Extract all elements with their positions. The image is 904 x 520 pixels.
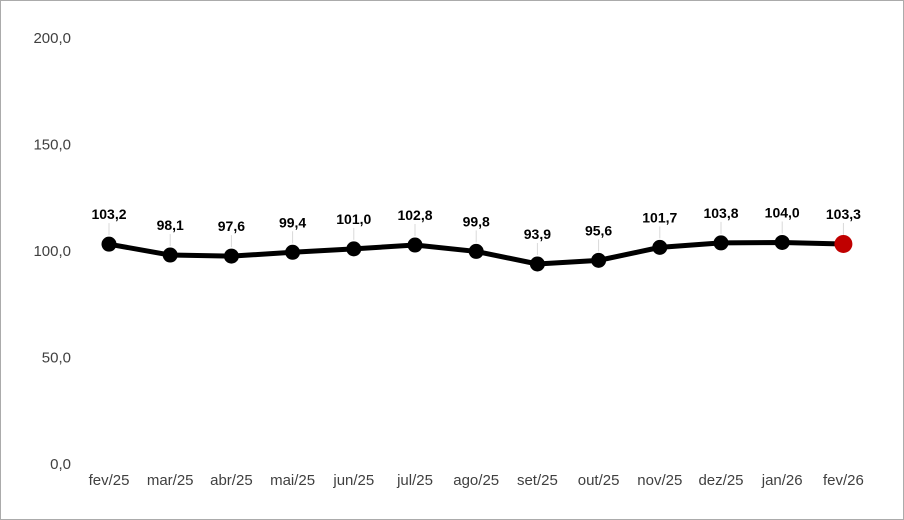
data-point bbox=[652, 239, 668, 255]
data-point bbox=[713, 235, 729, 251]
data-label: 99,8 bbox=[463, 213, 490, 229]
y-tick-label: 200,0 bbox=[33, 30, 71, 47]
data-label: 101,0 bbox=[336, 211, 371, 227]
data-label: 93,9 bbox=[524, 226, 551, 242]
data-label: 101,7 bbox=[642, 209, 677, 225]
data-point bbox=[101, 236, 117, 252]
x-tick-label: dez/25 bbox=[698, 472, 743, 489]
x-tick-label: ago/25 bbox=[453, 472, 499, 489]
data-point bbox=[529, 256, 545, 272]
data-label-highlighted: 103,3 bbox=[826, 206, 861, 222]
data-label: 99,4 bbox=[279, 214, 306, 230]
x-tick-label: mar/25 bbox=[147, 472, 194, 489]
data-label: 102,8 bbox=[397, 207, 432, 223]
x-tick-label: fev/25 bbox=[89, 472, 130, 489]
y-tick-label: 150,0 bbox=[33, 137, 71, 154]
x-tick-label: abr/25 bbox=[210, 472, 253, 489]
x-tick-label: jun/25 bbox=[332, 472, 374, 489]
x-tick-label: nov/25 bbox=[637, 472, 682, 489]
data-point bbox=[591, 252, 607, 268]
data-label: 103,2 bbox=[91, 206, 126, 222]
data-label: 95,6 bbox=[585, 222, 612, 238]
y-tick-label: 100,0 bbox=[33, 243, 71, 260]
data-point bbox=[468, 243, 484, 259]
x-tick-label: jan/26 bbox=[761, 472, 803, 489]
x-tick-label: out/25 bbox=[578, 472, 620, 489]
data-point bbox=[346, 241, 362, 257]
data-label: 97,6 bbox=[218, 218, 245, 234]
x-tick-label: set/25 bbox=[517, 472, 558, 489]
x-tick-label: fev/26 bbox=[823, 472, 864, 489]
data-point-highlighted bbox=[834, 234, 853, 253]
data-point bbox=[223, 248, 239, 264]
x-tick-label: jul/25 bbox=[396, 472, 433, 489]
data-point bbox=[285, 244, 301, 260]
data-label: 104,0 bbox=[765, 204, 800, 220]
data-point bbox=[407, 237, 423, 253]
data-label: 98,1 bbox=[157, 217, 184, 233]
x-tick-label: mai/25 bbox=[270, 472, 315, 489]
y-tick-label: 50,0 bbox=[42, 350, 71, 367]
data-point bbox=[162, 247, 178, 263]
data-label: 103,8 bbox=[703, 205, 738, 221]
data-point bbox=[774, 234, 790, 250]
y-tick-label: 0,0 bbox=[50, 456, 71, 473]
